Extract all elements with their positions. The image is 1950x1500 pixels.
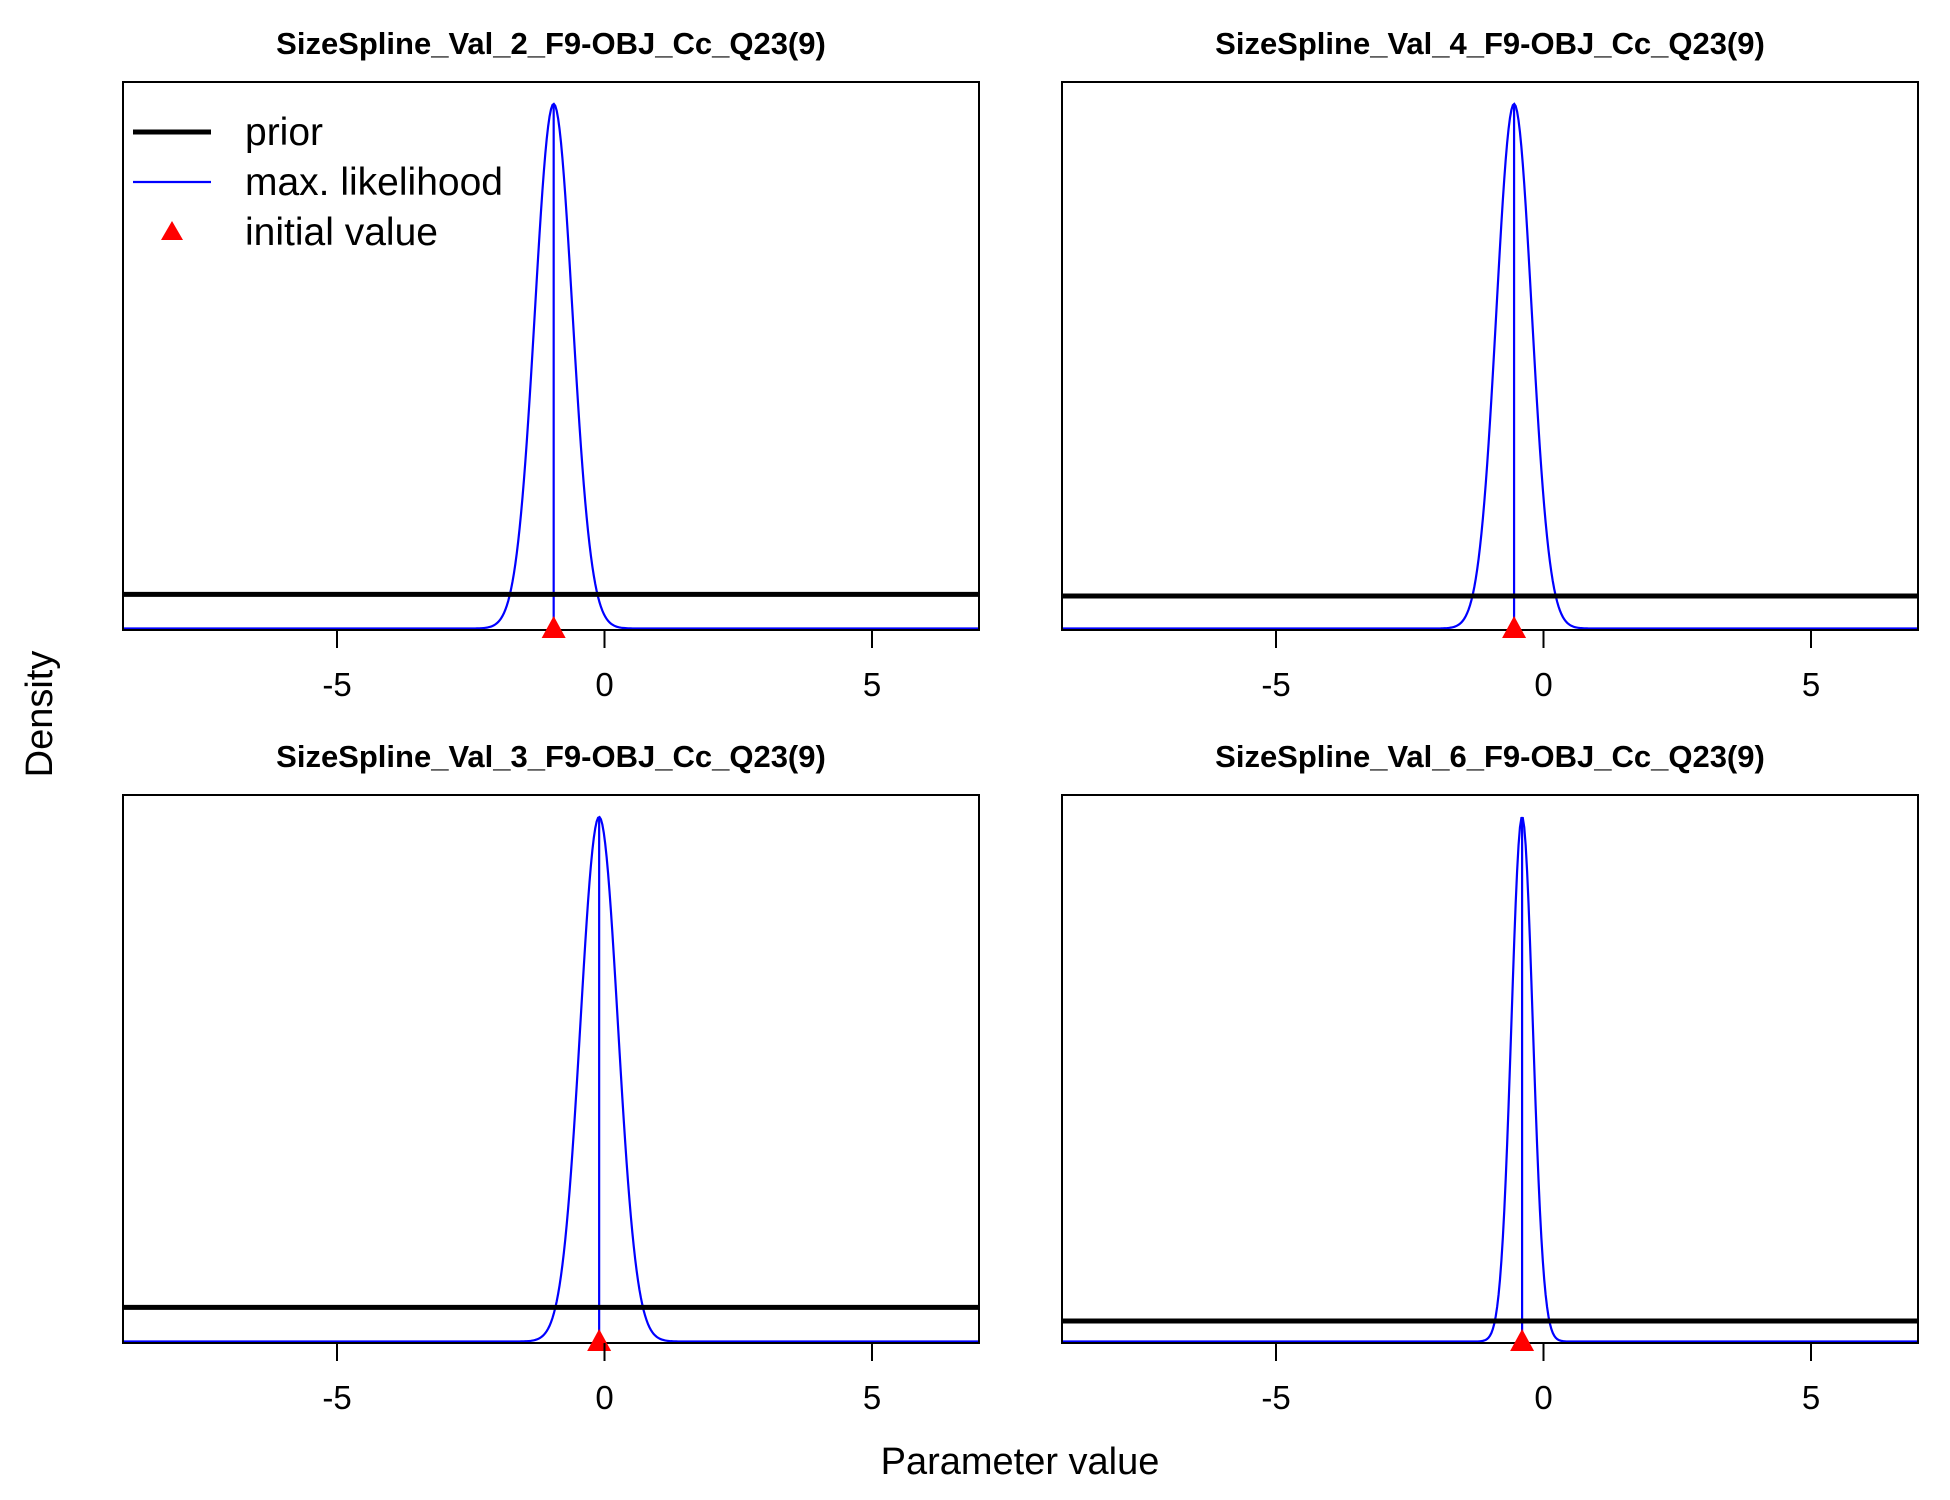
panels: SizeSpline_Val_2_F9-OBJ_Cc_Q23(9)-5 0 5Siz… [122,26,1919,1416]
x-tick-label: 5 [863,666,881,703]
x-tick-label: -5 [1261,666,1290,703]
max-likelihood-curve [1062,816,1918,1343]
legend-label: prior [245,111,323,154]
x-tick-label: 0 [595,1379,613,1416]
legend-label: max. likelihood [245,161,503,204]
initial-value-marker [587,1329,612,1351]
panel-1: SizeSpline_Val_2_F9-OBJ_Cc_Q23(9) -5 0 5 [122,26,980,703]
y-axis-title: Density [19,651,61,778]
x-tick-label: -5 [322,1379,351,1416]
panel-title: SizeSpline_Val_2_F9-OBJ_Cc_Q23(9) [276,26,826,61]
panel-2: SizeSpline_Val_4_F9-OBJ_Cc_Q23(9) -5 0 5 [1061,26,1919,703]
plot-frame [1061,794,1919,1344]
x-tick-label: 5 [1802,666,1820,703]
legend-label: initial value [245,211,438,254]
legend: prior max. likelihood initial value [133,111,503,254]
panel-4: SizeSpline_Val_6_F9-OBJ_Cc_Q23(9) -5 0 5 [1061,739,1919,1416]
plot-frame [1061,81,1919,631]
plot-frame [122,794,980,1344]
max-likelihood-curve [1062,102,1918,630]
x-tick-label: 5 [1802,1379,1820,1416]
panel-title: SizeSpline_Val_3_F9-OBJ_Cc_Q23(9) [276,739,826,774]
x-tick-label: 5 [863,1379,881,1416]
x-tick-label: 0 [595,666,613,703]
x-tick-label: -5 [1261,1379,1290,1416]
x-tick-label: -5 [322,666,351,703]
initial-value-marker [1510,1329,1535,1351]
initial-value-marker [1502,616,1527,638]
panel-3: SizeSpline_Val_3_F9-OBJ_Cc_Q23(9) -5 0 5 [122,739,980,1416]
x-tick-label: 0 [1534,1379,1552,1416]
initial-value-marker [541,616,566,638]
legend-swatch-initial-value [161,221,183,240]
max-likelihood-curve [123,815,979,1343]
panel-title: SizeSpline_Val_6_F9-OBJ_Cc_Q23(9) [1215,739,1765,774]
x-tick-label: 0 [1534,666,1552,703]
x-axis-title: Parameter value [881,1441,1160,1483]
max-likelihood-curve [123,102,979,630]
panel-title: SizeSpline_Val_4_F9-OBJ_Cc_Q23(9) [1215,26,1765,61]
